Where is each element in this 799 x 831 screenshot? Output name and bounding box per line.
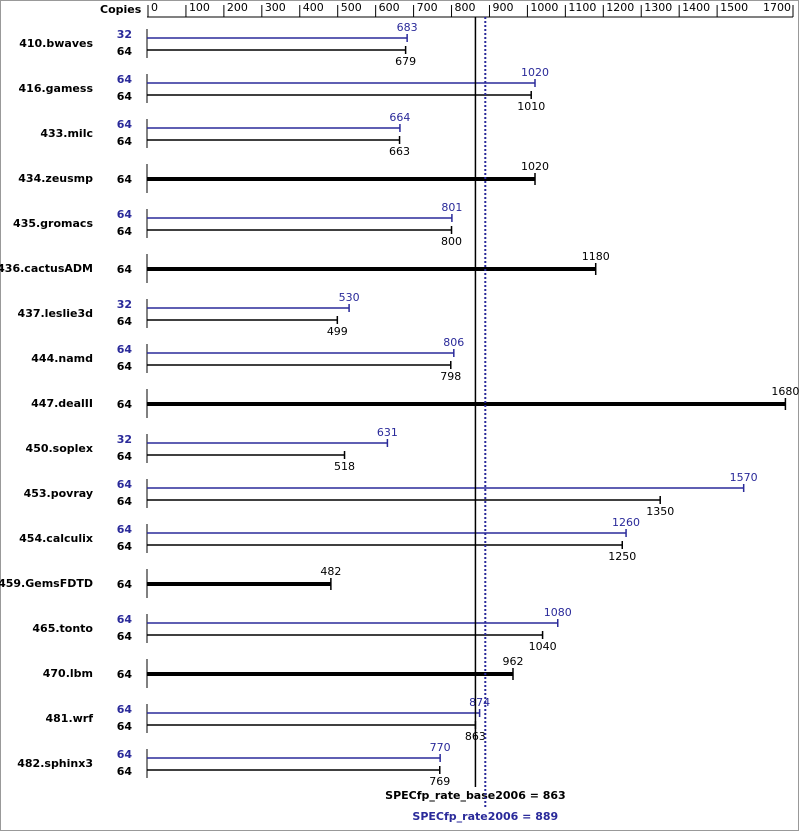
value-label: 769: [429, 775, 450, 788]
copies-label: 64: [117, 765, 133, 778]
benchmark-label: 481.wrf: [45, 712, 93, 725]
copies-label: 64: [117, 173, 133, 186]
benchmark-label: 459.GemsFDTD: [0, 577, 93, 590]
copies-label: 64: [117, 495, 133, 508]
benchmark-label: 482.sphinx3: [17, 757, 93, 770]
benchmark-label: 416.gamess: [19, 82, 94, 95]
copies-label: 64: [117, 118, 133, 131]
x-tick-label: 400: [303, 1, 324, 14]
benchmark-label: 434.zeusmp: [18, 172, 93, 185]
copies-label: 64: [117, 360, 133, 373]
value-label: 1180: [582, 250, 610, 263]
value-label: 663: [389, 145, 410, 158]
copies-header: Copies: [100, 3, 142, 16]
x-tick-label: 300: [265, 1, 286, 14]
x-tick-label: 1100: [568, 1, 596, 14]
value-label: 518: [334, 460, 355, 473]
benchmark-label: 453.povray: [24, 487, 93, 500]
copies-label: 32: [117, 28, 132, 41]
x-tick-label: 0: [151, 1, 158, 14]
copies-label: 64: [117, 398, 133, 411]
value-label: 962: [502, 655, 523, 668]
value-label: 1020: [521, 160, 549, 173]
value-label: 1250: [608, 550, 636, 563]
value-label: 1680: [771, 385, 799, 398]
x-tick-label: 1200: [606, 1, 634, 14]
x-tick-label: 900: [492, 1, 513, 14]
value-label: 1350: [646, 505, 674, 518]
copies-label: 64: [117, 523, 133, 536]
copies-label: 64: [117, 540, 133, 553]
value-label: 1020: [521, 66, 549, 79]
summary-label: SPECfp_rate_base2006 = 863: [385, 789, 566, 802]
benchmark-label: 470.lbm: [43, 667, 93, 680]
copies-label: 64: [117, 45, 133, 58]
x-tick-label: 800: [455, 1, 476, 14]
benchmark-label: 465.tonto: [32, 622, 93, 635]
value-label: 530: [339, 291, 360, 304]
copies-label: 64: [117, 90, 133, 103]
value-label: 1570: [730, 471, 758, 484]
copies-label: 64: [117, 343, 133, 356]
copies-label: 64: [117, 748, 133, 761]
value-label: 801: [441, 201, 462, 214]
copies-label: 32: [117, 433, 132, 446]
copies-label: 64: [117, 450, 133, 463]
benchmark-label: 433.milc: [40, 127, 93, 140]
value-label: 482: [320, 565, 341, 578]
x-tick-label: 1400: [682, 1, 710, 14]
x-tick-label: 700: [417, 1, 438, 14]
x-tick-label: 1700: [763, 1, 791, 14]
value-label: 1260: [612, 516, 640, 529]
x-tick-label: 500: [341, 1, 362, 14]
copies-label: 64: [117, 135, 133, 148]
x-tick-label: 1300: [644, 1, 672, 14]
value-label: 631: [377, 426, 398, 439]
copies-label: 64: [117, 668, 133, 681]
x-tick-label: 200: [227, 1, 248, 14]
x-tick-label: 600: [379, 1, 400, 14]
benchmark-label: 454.calculix: [19, 532, 93, 545]
benchmark-label: 444.namd: [31, 352, 93, 365]
benchmark-label: 435.gromacs: [13, 217, 93, 230]
copies-label: 64: [117, 613, 133, 626]
value-label: 499: [327, 325, 348, 338]
value-label: 1080: [544, 606, 572, 619]
copies-label: 64: [117, 225, 133, 238]
x-tick-label: 1500: [720, 1, 748, 14]
copies-label: 64: [117, 578, 133, 591]
value-label: 806: [443, 336, 464, 349]
value-label: 1010: [517, 100, 545, 113]
value-label: 770: [430, 741, 451, 754]
copies-label: 32: [117, 298, 132, 311]
copies-label: 64: [117, 720, 133, 733]
x-tick-label: 1000: [530, 1, 558, 14]
value-label: 800: [441, 235, 462, 248]
value-label: 798: [440, 370, 461, 383]
value-label: 679: [395, 55, 416, 68]
copies-label: 64: [117, 478, 133, 491]
benchmark-label: 410.bwaves: [19, 37, 93, 50]
copies-label: 64: [117, 208, 133, 221]
benchmark-label: 447.dealII: [31, 397, 93, 410]
copies-label: 64: [117, 73, 133, 86]
benchmark-label: 436.cactusADM: [0, 262, 93, 275]
benchmark-label: 437.leslie3d: [18, 307, 93, 320]
summary-label: SPECfp_rate2006 = 889: [412, 810, 558, 823]
value-label: 1040: [529, 640, 557, 653]
value-label: 874: [469, 696, 490, 709]
copies-label: 64: [117, 263, 133, 276]
x-tick-label: 100: [189, 1, 210, 14]
copies-label: 64: [117, 703, 133, 716]
value-label: 664: [389, 111, 410, 124]
value-label: 683: [397, 21, 418, 34]
copies-label: 64: [117, 315, 133, 328]
copies-label: 64: [117, 630, 133, 643]
benchmark-label: 450.soplex: [26, 442, 93, 455]
